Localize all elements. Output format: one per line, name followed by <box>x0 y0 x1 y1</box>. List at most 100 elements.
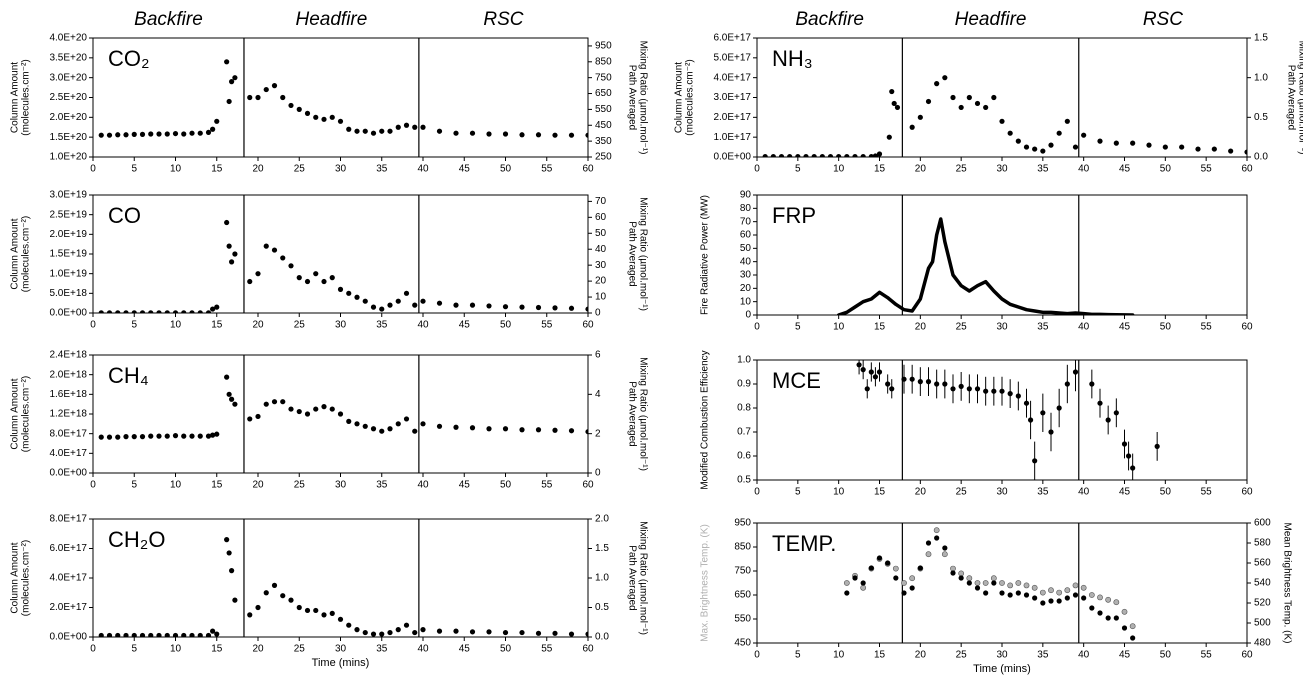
data-point <box>893 575 899 581</box>
data-point <box>403 290 410 296</box>
phase-label: Backfire <box>134 9 203 30</box>
x-tick-label: 15 <box>874 487 886 498</box>
x-tick-label: 10 <box>170 480 182 491</box>
data-point <box>983 104 989 111</box>
data-point <box>1113 599 1120 606</box>
data-point <box>337 118 344 124</box>
data-point <box>552 630 558 636</box>
data-point <box>123 434 129 440</box>
data-point <box>519 304 525 310</box>
x-tick-label: 60 <box>582 480 594 491</box>
data-point <box>1023 592 1030 598</box>
x-tick-label: 55 <box>1201 487 1213 498</box>
x-tick-label: 45 <box>459 164 471 175</box>
y2-tick-label: 0.5 <box>595 602 609 613</box>
y-tick-label: 80 <box>740 203 752 214</box>
data-point <box>288 406 294 412</box>
data-point <box>1154 443 1160 449</box>
data-point <box>271 582 278 588</box>
x-tick-label: 55 <box>1201 322 1213 333</box>
data-point <box>362 423 368 429</box>
data-point <box>131 434 137 440</box>
y-tick-label: 2.5E+19 <box>49 209 87 220</box>
x-tick-label: 15 <box>211 480 223 491</box>
data-point <box>321 404 327 410</box>
y-tick-label: 4.0E+20 <box>49 33 87 44</box>
y-tick-label: 2.0E+19 <box>49 229 87 240</box>
x-tick-label: 60 <box>582 644 594 655</box>
data-point <box>1064 381 1070 387</box>
x-tick-label: 0 <box>754 164 760 175</box>
x-tick-label: 15 <box>211 164 223 175</box>
y-axis-label: (molecules.cm⁻²) <box>21 540 32 616</box>
y2-tick-label: 0.0 <box>1254 152 1268 163</box>
y-axis-label: (molecules.cm⁻²) <box>685 59 696 135</box>
data-point <box>271 83 278 89</box>
data-point <box>139 310 146 313</box>
data-point <box>1056 589 1063 596</box>
data-point <box>795 154 801 157</box>
data-point <box>354 294 360 300</box>
x-tick-label: 35 <box>1037 322 1049 333</box>
y-axis-label: Column Amount <box>10 62 21 133</box>
data-point <box>362 298 368 304</box>
x-tick-label: 25 <box>956 164 968 175</box>
y-axis-label: (molecules.cm⁻²) <box>21 216 32 292</box>
y-tick-label: 8.0E+17 <box>49 428 87 439</box>
y2-tick-label: 600 <box>1254 518 1271 529</box>
data-point <box>1244 149 1247 155</box>
x-tick-label: 55 <box>541 320 553 331</box>
data-point <box>263 86 269 93</box>
data-point <box>280 255 286 261</box>
data-point <box>860 367 866 373</box>
x-tick-label: 35 <box>376 320 388 331</box>
x-tick-label: 45 <box>1119 164 1131 175</box>
data-point <box>1121 608 1128 615</box>
data-point <box>1056 598 1062 604</box>
x-tick-label: 35 <box>376 480 388 491</box>
data-point <box>123 310 129 313</box>
data-point <box>1121 441 1128 447</box>
data-point <box>232 597 238 603</box>
data-point <box>337 616 344 622</box>
x-tick-label: 60 <box>582 320 594 331</box>
y-axis-label: Column Amount <box>674 62 685 133</box>
data-point <box>329 610 335 617</box>
data-point <box>436 423 443 429</box>
y-tick-label: 0.6 <box>737 451 751 462</box>
data-point <box>1113 615 1119 621</box>
data-point <box>552 132 558 138</box>
y2-tick-label: 6 <box>595 350 601 361</box>
data-point <box>1023 144 1030 150</box>
data-point <box>271 399 278 405</box>
x-tick-label: 55 <box>1201 650 1213 661</box>
data-point <box>974 585 981 591</box>
y-tick-label: 0.0E+00 <box>49 308 87 319</box>
data-point <box>1072 369 1079 375</box>
x-axis-label: Time (mins) <box>973 663 1031 675</box>
data-point <box>552 427 558 433</box>
data-point <box>852 154 858 157</box>
data-point <box>387 629 393 636</box>
data-point <box>139 434 146 440</box>
data-point <box>436 300 443 306</box>
data-point <box>205 310 212 313</box>
data-point <box>519 629 525 636</box>
x-tick-label: 0 <box>90 320 96 331</box>
data-point <box>436 628 443 634</box>
data-point <box>1048 587 1054 594</box>
x-tick-label: 5 <box>795 650 801 661</box>
y-axis-label: Column Amount <box>10 542 21 613</box>
y2-tick-label: 20 <box>595 276 607 287</box>
x-tick-label: 5 <box>131 164 137 175</box>
data-point <box>181 131 187 137</box>
data-point <box>106 310 113 313</box>
data-point <box>379 128 385 134</box>
data-point <box>942 381 948 387</box>
data-point <box>280 593 286 599</box>
data-point <box>395 421 401 427</box>
data-point <box>106 434 113 440</box>
data-point <box>1125 453 1132 459</box>
data-point <box>280 94 286 101</box>
data-point <box>296 604 302 611</box>
